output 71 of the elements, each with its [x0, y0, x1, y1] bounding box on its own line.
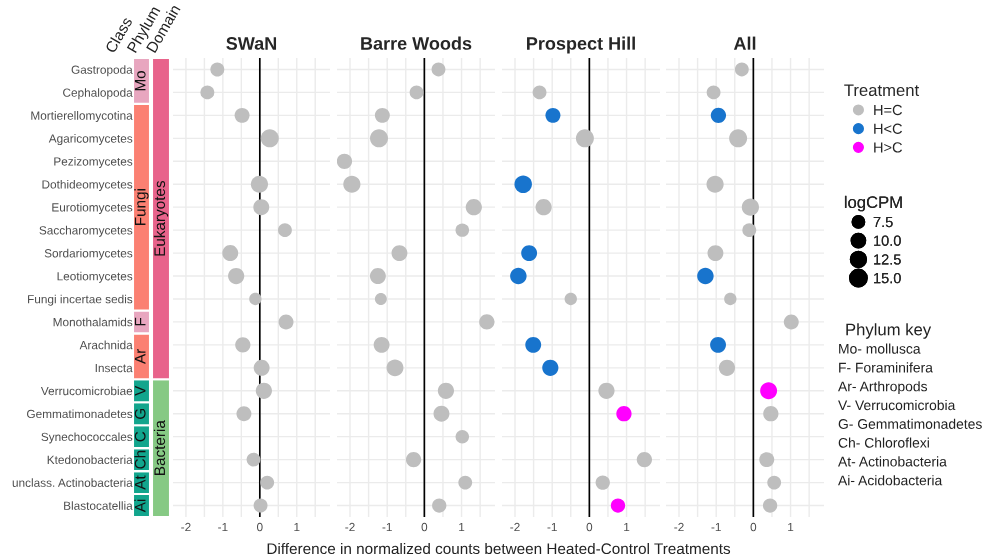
series-label: Mo — [134, 70, 146, 91]
x-tick-label: -1 — [218, 522, 228, 532]
x-tick-label: -2 — [674, 522, 684, 532]
x-tick-label: 1 — [788, 522, 794, 532]
x-tick-label: 1 — [624, 522, 630, 532]
x-tick-label: 0 — [750, 522, 757, 532]
series-label: Fungi — [134, 189, 149, 226]
text: Ar- Arthropods — [838, 381, 928, 395]
chart-title: Barre Woods — [361, 36, 472, 50]
text: G- Gemmatimonadetes — [838, 418, 982, 429]
legend-label: H>C — [874, 142, 903, 153]
y-tick-label: Mortierellomycotina — [31, 111, 133, 123]
y-tick-label: Fungi incertae sedis — [28, 294, 133, 306]
text: Mo- mollusca — [839, 343, 921, 354]
legend-label: 15.0 — [874, 272, 901, 284]
y-tick-label: Agaricomycetes — [48, 134, 133, 146]
series-label: Ar — [134, 348, 146, 364]
y-tick-label: Eurotiomycetes — [52, 202, 133, 214]
chart-title: All — [733, 36, 756, 50]
x-tick-label: -2 — [345, 522, 355, 532]
text: V- Verrucomicrobia — [838, 399, 956, 411]
x-tick-label: -2 — [510, 522, 520, 532]
y-tick-label: Dothideomycetes — [42, 179, 133, 191]
x-tick-label: -1 — [711, 522, 721, 532]
series-label: At — [134, 475, 146, 490]
x-tick-label: 0 — [421, 522, 428, 532]
legend-label: 10.0 — [874, 235, 901, 246]
y-tick-label: Verrucomicrobiae — [40, 386, 133, 396]
text: Ai- Acidobacteria — [838, 475, 943, 486]
y-tick-label: Gemmatimonadetes — [27, 409, 133, 419]
chart-title: SWaN — [226, 37, 277, 50]
x-tick-label: -2 — [181, 522, 191, 532]
x-tick-label: 1 — [459, 522, 465, 532]
legend-label: 12.5 — [874, 254, 901, 265]
y-tick-label: Cephalopoda — [63, 88, 133, 100]
y-tick-label: Pezizomycetes — [54, 157, 133, 168]
series-label: Ai — [134, 499, 146, 513]
legend-label: 7.5 — [873, 217, 893, 228]
series-label: Eukaryotes — [153, 180, 169, 256]
legend-label: H<C — [874, 123, 903, 134]
y-tick-label: Arachnida — [79, 340, 133, 350]
chart-title: Prospect Hill — [527, 36, 635, 54]
y-tick-label: unclass. Actinobacteria — [12, 478, 133, 487]
y-tick-label: Saccharomycetes — [39, 225, 133, 237]
series-label: V — [134, 385, 146, 396]
text: F- Foraminifera — [839, 362, 933, 373]
series-label: C — [134, 431, 146, 442]
series-label: F — [134, 317, 146, 326]
text: Phylum key — [846, 323, 932, 339]
text: At- Actinobacteria — [838, 456, 947, 467]
legend-label: H=C — [874, 104, 903, 116]
series-label: Bacteria — [153, 420, 166, 475]
y-tick-label: Insecta — [95, 363, 133, 373]
x-tick-label: -1 — [382, 522, 392, 532]
x-tick-label: 1 — [294, 522, 300, 532]
series-label: Ch — [134, 450, 146, 469]
y-tick-label: Sordariomycetes — [44, 248, 133, 260]
x-tick-label: 0 — [256, 522, 263, 532]
legend-title: Treatment — [844, 84, 920, 97]
text: Ch- Chloroflexi — [838, 437, 929, 448]
y-tick-label: Monothalamids — [53, 317, 133, 327]
series-label: G — [134, 408, 146, 419]
y-tick-label: Ktedonobacteria — [47, 455, 133, 465]
x-tick-label: 0 — [586, 522, 593, 532]
y-tick-label: Leotiomycetes — [57, 271, 133, 283]
y-tick-label: Blastocatellia — [64, 501, 133, 510]
x-axis-title: Difference in normalized counts between Heated-Control Treatments — [267, 542, 731, 555]
y-tick-label: Synechococcales — [41, 432, 133, 444]
text: logCPM — [844, 195, 902, 212]
y-tick-label: Gastropoda — [71, 65, 133, 77]
x-tick-label: -1 — [547, 522, 557, 532]
